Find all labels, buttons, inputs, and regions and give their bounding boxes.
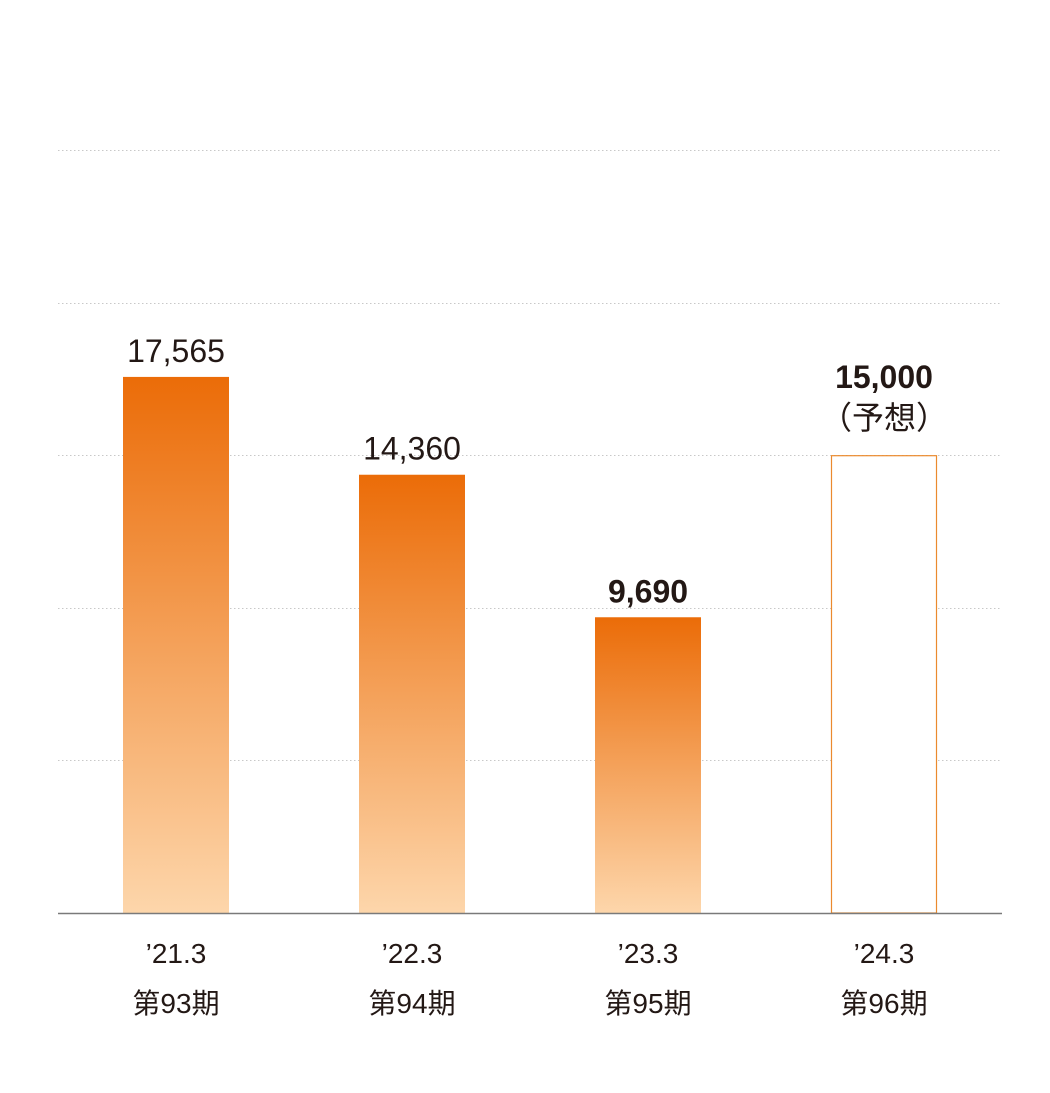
x-subtick-label-2: 第95期 xyxy=(604,988,691,1019)
value-label-1: 14,360 xyxy=(363,431,461,467)
x-subtick-label-3: 第96期 xyxy=(840,988,927,1019)
value-label-2: 9,690 xyxy=(608,573,688,609)
bar-forecast-3 xyxy=(830,455,938,914)
x-tick-label-2: ’23.3 xyxy=(618,938,679,969)
bar-2 xyxy=(595,617,701,913)
x-subtick-label-0: 第93期 xyxy=(132,988,219,1019)
value-label-0: 17,565 xyxy=(127,333,225,369)
value-label-3: 15,000 xyxy=(835,359,933,395)
bar-1 xyxy=(359,474,465,913)
x-tick-label-3: ’24.3 xyxy=(854,938,915,969)
bars xyxy=(123,376,938,914)
x-tick-label-1: ’22.3 xyxy=(382,938,443,969)
x-subtick-label-1: 第94期 xyxy=(368,988,455,1019)
labels: 17,565 ’21.3 第93期 14,360 ’22.3 第94期 9,690 ’23.3… xyxy=(127,333,952,1019)
bar-0 xyxy=(123,376,229,913)
x-tick-label-0: ’21.3 xyxy=(146,938,207,969)
forecast-note-label: （予想） xyxy=(820,400,948,436)
forecast-label-backing xyxy=(816,355,952,448)
